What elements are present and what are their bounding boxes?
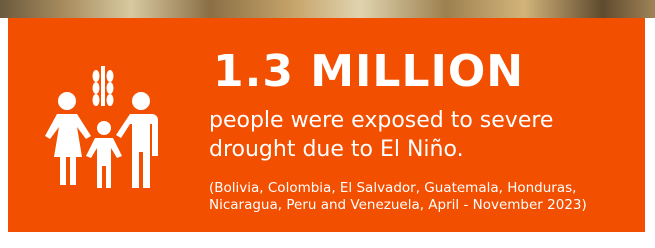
headline: 1.3 MILLION (213, 46, 524, 97)
stat-panel: 1.3 MILLION people were exposed to sever… (8, 18, 645, 232)
note-line: Nicaragua, Peru and Venezuela, April - N… (209, 197, 587, 213)
note-line: (Bolivia, Colombia, El Salvador, Guatema… (209, 180, 576, 196)
description-line: people were exposed to severe (209, 108, 553, 133)
description-line: drought due to El Niño. (209, 137, 464, 162)
family-icon (44, 66, 164, 191)
header-photo (0, 0, 655, 18)
page: 1.3 MILLION people were exposed to sever… (0, 0, 655, 248)
